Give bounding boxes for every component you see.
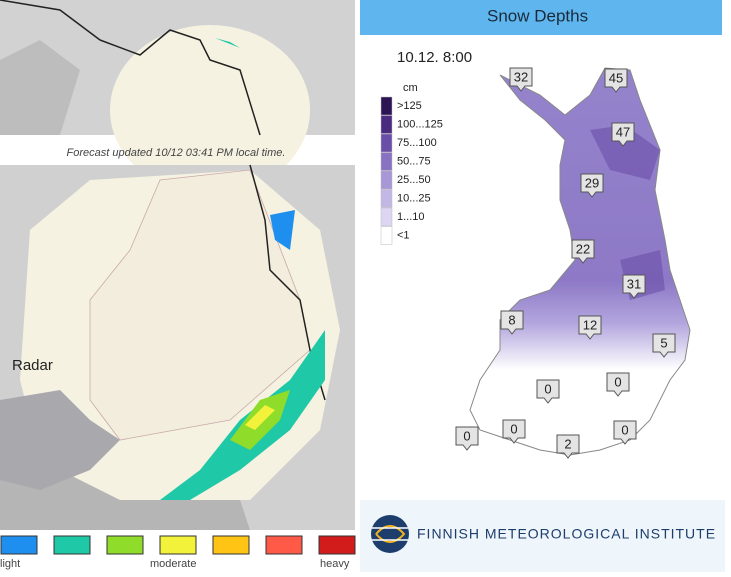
radar-map-top <box>0 0 355 195</box>
scale-swatch <box>159 535 197 555</box>
station-value: 45 <box>609 70 623 85</box>
radar-label: Radar <box>12 357 53 374</box>
stations: 32 45 47 29 22 31 8 12 5 0 0 0 0 2 0 <box>455 67 676 459</box>
station-callout <box>580 173 604 198</box>
institute-name: FINNISH METEOROLOGICAL INSTITUTE <box>417 526 716 542</box>
station-callout <box>502 419 526 444</box>
scale-swatch <box>53 535 91 555</box>
legend-swatch <box>380 207 393 227</box>
station-value: 0 <box>544 381 551 396</box>
station-value: 12 <box>583 317 597 332</box>
station-value: 0 <box>621 422 628 437</box>
scale-swatch <box>0 535 38 555</box>
scale-label: heavy <box>320 558 350 570</box>
station-callout <box>536 379 560 404</box>
legend-swatch <box>380 115 393 134</box>
legend-label: 25...50 <box>397 174 431 186</box>
legend-unit: cm <box>403 82 418 94</box>
station-callout <box>578 315 602 340</box>
snow-legend: >125 100...125 75...100 50...75 25...50 10...… <box>380 96 443 245</box>
legend-swatch <box>380 189 393 208</box>
station-value: 0 <box>510 421 517 436</box>
radar-map: Radar <box>0 164 355 530</box>
scale-swatch <box>106 535 144 555</box>
station-callout <box>455 426 479 451</box>
scale-swatch <box>265 535 303 555</box>
legend-label: 10...25 <box>397 192 431 204</box>
legend-label: 100...125 <box>397 118 443 130</box>
station-callout <box>556 434 580 459</box>
radar-caption: Forecast updated 10/12 03:41 PM local ti… <box>67 147 286 159</box>
fmi-logo <box>371 515 409 553</box>
station-callout <box>509 67 533 92</box>
station-callout <box>500 310 524 335</box>
station-value: 2 <box>564 436 571 451</box>
legend-label: 1...10 <box>397 211 425 223</box>
legend-label: 75...100 <box>397 137 437 149</box>
station-callout <box>622 274 646 299</box>
scale-label: moderate <box>150 558 196 570</box>
deep-snow-area <box>590 125 665 300</box>
snow-title: Snow Depths <box>487 6 588 25</box>
legend-swatch <box>380 133 393 153</box>
station-callout <box>571 239 595 264</box>
station-callout <box>604 68 628 93</box>
scale-label: light <box>0 558 20 570</box>
station-callout <box>611 122 635 147</box>
station-value: 47 <box>616 124 630 139</box>
station-value: 22 <box>576 241 590 256</box>
station-callout <box>606 372 630 397</box>
station-value: 32 <box>514 69 528 84</box>
station-value: 5 <box>660 335 667 350</box>
legend-swatch <box>380 152 393 171</box>
scale-swatch <box>318 535 356 555</box>
footer <box>360 500 725 572</box>
station-value: 8 <box>508 312 515 327</box>
scale-swatch <box>212 535 250 555</box>
station-callout <box>652 333 676 358</box>
legend-swatch <box>380 170 393 190</box>
legend-label: <1 <box>397 229 410 241</box>
legend-label: >125 <box>397 100 422 112</box>
station-value: 31 <box>627 276 641 291</box>
station-value: 0 <box>463 428 470 443</box>
radar-scale: light moderate heavy <box>0 535 356 570</box>
snow-time: 10.12. 8:00 <box>397 49 472 66</box>
station-callout <box>613 420 637 445</box>
legend-swatch <box>380 226 393 245</box>
header-bar <box>360 0 722 35</box>
station-value: 0 <box>614 374 621 389</box>
legend-label: 50...75 <box>397 155 431 167</box>
legend-swatch <box>380 96 393 116</box>
station-value: 29 <box>585 175 599 190</box>
